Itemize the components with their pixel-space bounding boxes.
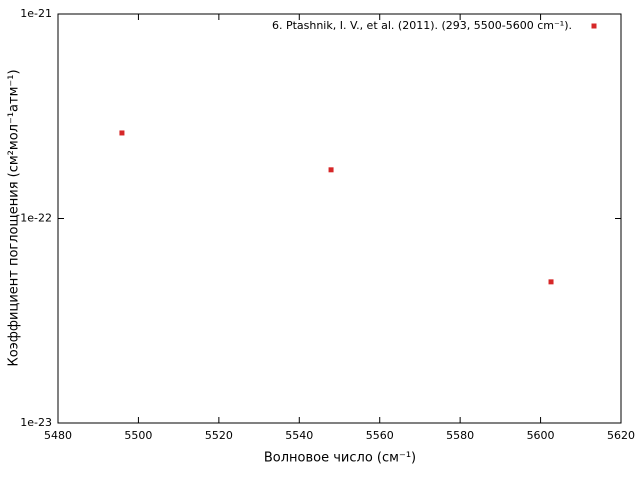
x-tick-label: 5600 <box>527 429 555 442</box>
data-point <box>119 130 125 136</box>
x-axis-label: Волновое число (см⁻¹) <box>264 451 416 466</box>
y-axis-label: Коэффициент поглощения (см²мол⁻¹атм⁻¹) <box>7 69 22 366</box>
x-tick-label: 5580 <box>446 429 474 442</box>
x-tick-label: 5620 <box>607 429 635 442</box>
x-tick-label: 5520 <box>205 429 233 442</box>
legend-label: 6. Ptashnik, I. V., et al. (2011). (293,… <box>272 19 572 32</box>
plot-frame <box>57 13 622 424</box>
y-tick-label: 1e-22 <box>20 212 52 225</box>
x-tick-label: 5480 <box>44 429 72 442</box>
data-point <box>328 167 334 173</box>
x-tick-label: 5540 <box>285 429 313 442</box>
y-tick-label: 1e-21 <box>20 7 52 20</box>
x-tick-label: 5560 <box>366 429 394 442</box>
legend-marker <box>591 23 597 29</box>
data-point <box>548 279 554 285</box>
y-tick-label: 1e-23 <box>20 416 52 429</box>
x-tick-label: 5500 <box>124 429 152 442</box>
